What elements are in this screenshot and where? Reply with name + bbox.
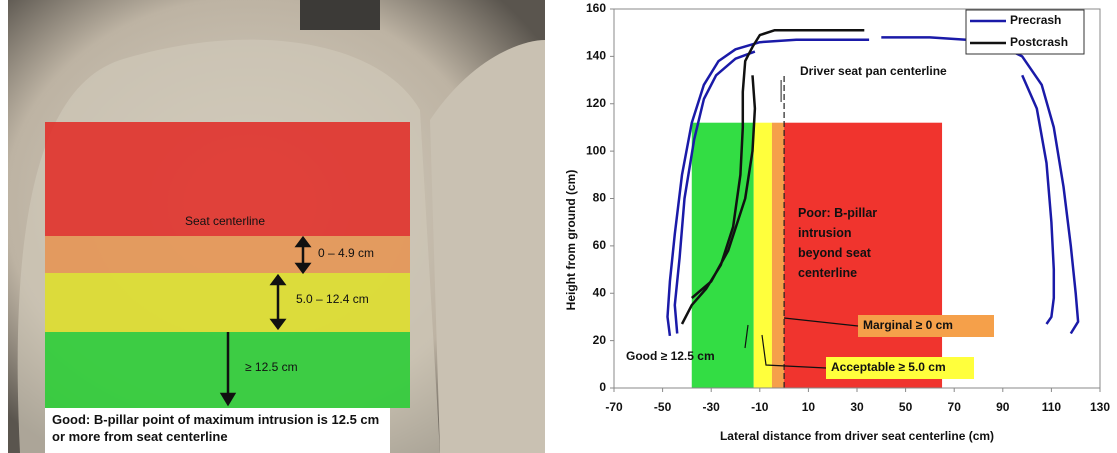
zone-label: Poor: B-pillar intrusion beyond seat cen…: [798, 206, 878, 280]
callout-box: [826, 357, 974, 379]
y-tick-label: 60: [593, 238, 607, 252]
x-axis-label: Lateral distance from driver seat center…: [720, 429, 994, 443]
x-tick-label: 110: [1042, 400, 1062, 414]
zone-orange: [45, 236, 410, 273]
callout-line: [761, 334, 827, 369]
y-tick-label: 20: [593, 333, 607, 347]
legend-label: Precrash: [1010, 13, 1061, 27]
zone-label: Good ≥ 12.5 cm: [626, 349, 715, 363]
zone-yellow: [45, 273, 410, 332]
caption: Good: B-pillar point of maximum intrusio…: [52, 412, 380, 444]
y-tick-label: 140: [586, 49, 606, 63]
series-line: [680, 29, 865, 325]
seat-buckle: [300, 0, 380, 30]
seat-bolster: [430, 40, 545, 453]
y-tick-label: 80: [593, 191, 607, 205]
zone: [784, 122, 943, 388]
zone: [753, 122, 772, 388]
y-tick-label: 0: [599, 380, 606, 394]
callout-box: [858, 315, 994, 337]
y-axis-label: Height from ground (cm): [564, 170, 578, 311]
y-tick-label: 160: [586, 1, 606, 15]
photo-label: Seat centerline: [185, 214, 265, 228]
y-tick-label: 40: [593, 285, 607, 299]
photo-label: ≥ 12.5 cm: [245, 360, 298, 374]
x-tick-label: 130: [1090, 400, 1110, 414]
arrows: [219, 235, 312, 407]
photo-label: 0 – 4.9 cm: [318, 246, 374, 260]
x-tick-label: -50: [654, 400, 672, 414]
x-tick-label: -30: [703, 400, 721, 414]
x-tick-label: -70: [605, 400, 623, 414]
zone: [771, 122, 785, 388]
legend-label: Postcrash: [1010, 35, 1068, 49]
y-tick-label: 100: [586, 143, 606, 157]
x-tick-label: 30: [850, 400, 864, 414]
x-tick-label: -10: [751, 400, 769, 414]
callout-line: [744, 324, 749, 349]
caption-box: [45, 408, 390, 453]
x-tick-label: 10: [802, 400, 816, 414]
zone-label: Acceptable ≥ 5.0 cm: [831, 360, 946, 374]
photo-label: 5.0 – 12.4 cm: [296, 292, 369, 306]
zone-red: [45, 122, 410, 236]
centerline-label: Driver seat pan centerline: [800, 64, 947, 78]
y-tick-label: 120: [586, 96, 606, 110]
x-tick-label: 50: [899, 400, 913, 414]
series-line: [666, 36, 1080, 337]
x-tick-label: 90: [996, 400, 1010, 414]
legend-box: [965, 9, 1085, 55]
callout-line: [783, 317, 859, 327]
x-tick-label: 70: [948, 400, 962, 414]
zone-label: Marginal ≥ 0 cm: [863, 318, 953, 332]
